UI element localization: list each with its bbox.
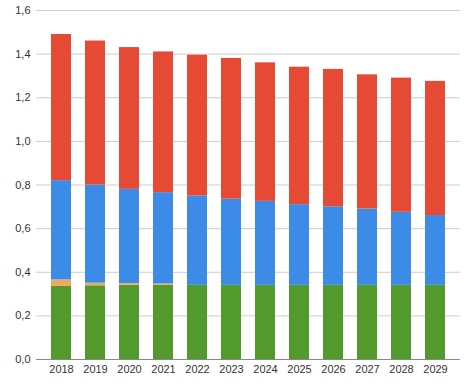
svg-text:2019: 2019 [83, 363, 107, 375]
svg-text:2018: 2018 [49, 363, 73, 375]
svg-text:0,4: 0,4 [15, 266, 30, 278]
svg-text:1,0: 1,0 [15, 135, 30, 147]
svg-text:2029: 2029 [423, 363, 447, 375]
svg-text:2020: 2020 [117, 363, 141, 375]
svg-text:0,6: 0,6 [15, 222, 30, 234]
svg-text:2024: 2024 [253, 363, 277, 375]
svg-text:2026: 2026 [321, 363, 345, 375]
svg-text:0,2: 0,2 [15, 309, 30, 321]
svg-text:1,6: 1,6 [15, 4, 30, 16]
svg-text:2025: 2025 [287, 363, 311, 375]
svg-text:2027: 2027 [355, 363, 379, 375]
svg-text:0,8: 0,8 [15, 179, 30, 191]
svg-text:1,4: 1,4 [15, 48, 30, 60]
svg-text:2021: 2021 [151, 363, 175, 375]
svg-text:2022: 2022 [185, 363, 209, 375]
svg-text:1,2: 1,2 [15, 91, 30, 103]
svg-text:2023: 2023 [219, 363, 243, 375]
svg-text:2028: 2028 [389, 363, 413, 375]
svg-text:0,0: 0,0 [15, 353, 30, 365]
